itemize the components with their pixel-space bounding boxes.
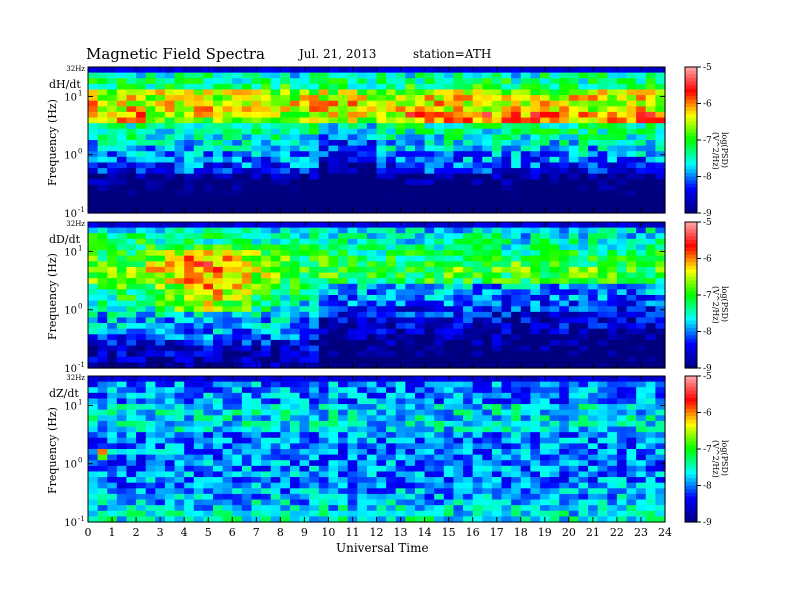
y-tick-exponent: 0 — [78, 148, 82, 156]
x-tick-label: 14 — [418, 526, 432, 539]
chart-date: Jul. 21, 2013 — [299, 47, 377, 61]
y-tick-label: 10 — [64, 401, 77, 412]
y-tick-exponent: 0 — [78, 303, 82, 311]
x-tick-label: 0 — [85, 526, 92, 539]
chart-title: Magnetic Field Spectra — [86, 45, 265, 63]
colorbar-tick-label: -8 — [703, 173, 712, 183]
colorbar-tick-label: -6 — [703, 255, 712, 265]
spectrogram-panel-2 — [88, 222, 666, 369]
y-axis-label-dh: Frequency (Hz) — [46, 99, 59, 186]
colorbar-1: -5 -6 -7 -8 -9 — [684, 63, 712, 219]
y-tick-exponent: -1 — [78, 515, 85, 523]
colorbar-tick-label: -6 — [703, 100, 712, 110]
colorbar-tick-label: -8 — [703, 482, 712, 492]
x-tick-label: 8 — [277, 526, 284, 539]
y-axis-label-dz: Frequency (Hz) — [46, 407, 59, 494]
colorbar-tick-label: -7 — [703, 445, 712, 455]
colorbar-tick-label: -5 — [703, 63, 712, 73]
y-tick-label: 10 — [64, 306, 77, 317]
x-tick-label: 19 — [538, 526, 552, 539]
x-tick-label: 4 — [181, 526, 188, 539]
x-axis-label: Universal Time — [336, 541, 429, 555]
colorbar-tick-label: -9 — [703, 518, 712, 528]
x-tick-label: 10 — [321, 526, 335, 539]
y-axis-label-dd: Frequency (Hz) — [46, 253, 59, 340]
colorbar-3: -5 -6 -7 -8 -9 — [684, 372, 712, 528]
x-tick-label: 6 — [229, 526, 236, 539]
y-tick-exponent: -1 — [78, 206, 85, 214]
y-tick-exponent: -1 — [78, 361, 85, 369]
colorbar-tick-label: -7 — [703, 291, 712, 301]
colorbar-label-dh: log(PSD)(V^2/Hz) — [711, 132, 729, 170]
y-top-label: 32Hz — [66, 220, 85, 228]
x-tick-label: 3 — [157, 526, 164, 539]
y-top-label: 32Hz — [66, 374, 85, 382]
colorbar-tick-label: -8 — [703, 328, 712, 338]
x-tick-label: 12 — [370, 526, 384, 539]
x-tick-label: 17 — [490, 526, 504, 539]
spectrogram-panel-3 — [88, 376, 666, 523]
x-tick-label: 16 — [466, 526, 480, 539]
colorbar-label-dz: log(PSD)(V^2/Hz) — [711, 440, 729, 478]
colorbar-tick-label: -5 — [703, 218, 712, 228]
y-tick-exponent: 1 — [78, 244, 82, 252]
y-tick-exponent: 0 — [78, 457, 82, 465]
y-tick-exponent: 1 — [78, 89, 82, 97]
x-tick-label: 24 — [658, 526, 672, 539]
y-tick-label: 10 — [64, 209, 77, 220]
station-label: station=ATH — [413, 47, 492, 61]
colorbar-tick-label: -6 — [703, 409, 712, 419]
spectrogram-panel-1 — [88, 67, 666, 214]
y-top-label: 32Hz — [66, 65, 85, 73]
y-tick-label: 10 — [64, 247, 77, 258]
panel-label-dz: dZ/dt — [49, 387, 79, 400]
colorbar-tick-label: -9 — [703, 364, 712, 374]
panel-label-dh: dH/dt — [49, 78, 81, 91]
colorbar-label-dd: log(PSD)(V^2/Hz) — [711, 286, 729, 324]
y-tick-label: 10 — [64, 460, 77, 471]
y-tick-exponent: 1 — [78, 398, 82, 406]
colorbar-tick-label: -7 — [703, 136, 712, 146]
x-tick-label: 5 — [205, 526, 212, 539]
x-tick-label: 20 — [562, 526, 576, 539]
x-tick-label: 13 — [394, 526, 408, 539]
panel-label-dd: dD/dt — [49, 233, 81, 246]
y-tick-label: 10 — [64, 92, 77, 103]
x-tick-label: 15 — [442, 526, 456, 539]
x-tick-label: 1 — [109, 526, 116, 539]
x-tick-label: 9 — [301, 526, 308, 539]
colorbar-2: -5 -6 -7 -8 -9 — [684, 218, 712, 374]
x-tick-label: 11 — [345, 526, 359, 539]
x-tick-label: 21 — [586, 526, 600, 539]
y-tick-label: 10 — [64, 518, 77, 529]
x-tick-label: 18 — [514, 526, 528, 539]
x-tick-label: 22 — [610, 526, 624, 539]
y-tick-label: 10 — [64, 151, 77, 162]
colorbar-tick-label: -9 — [703, 209, 712, 219]
x-tick-label: 2 — [133, 526, 140, 539]
x-tick-label: 7 — [253, 526, 260, 539]
y-tick-label: 10 — [64, 364, 77, 375]
x-tick-label: 23 — [634, 526, 648, 539]
colorbar-tick-label: -5 — [703, 372, 712, 382]
